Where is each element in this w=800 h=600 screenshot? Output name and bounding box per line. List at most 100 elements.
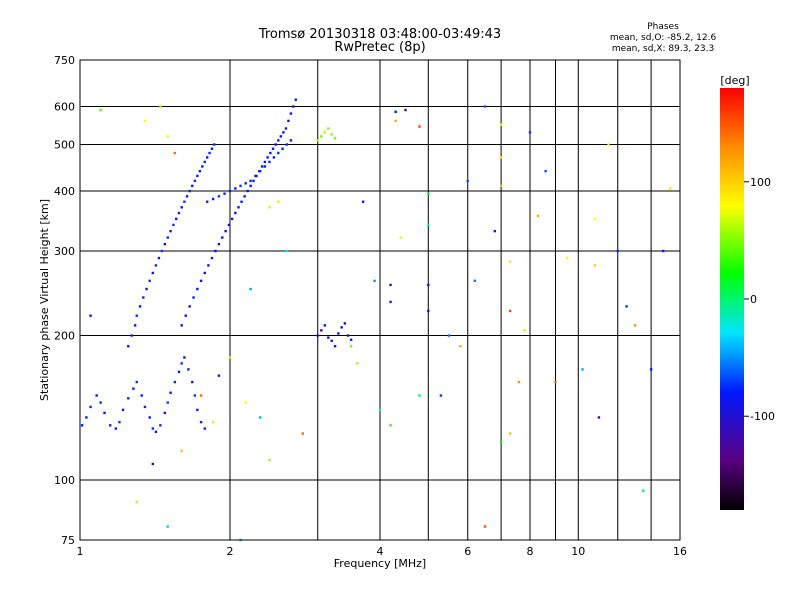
data-point <box>188 305 191 308</box>
data-point <box>191 184 194 188</box>
data-point <box>439 394 443 397</box>
data-point <box>499 440 503 444</box>
data-point <box>196 287 199 291</box>
chart-subtitle: RwPretec (8p) <box>334 40 426 55</box>
axis-ticks: 1 2 4 6 8 10 16 75 100 200 300 400 500 600 750 <box>54 54 687 558</box>
data-point <box>196 408 199 412</box>
data-point <box>254 174 257 178</box>
data-point <box>205 200 209 203</box>
data-point <box>224 229 227 233</box>
data-point <box>316 334 319 337</box>
data-point <box>121 408 125 412</box>
data-point <box>187 368 190 371</box>
data-point <box>394 110 397 113</box>
data-point <box>199 420 203 424</box>
data-point <box>284 127 288 130</box>
data-point <box>268 160 271 164</box>
colorbar-tick-label: -100 <box>750 410 775 423</box>
data-point <box>244 401 247 404</box>
data-point <box>361 200 365 203</box>
data-point <box>459 345 462 348</box>
data-point <box>263 160 267 164</box>
data-point <box>85 416 88 419</box>
data-point <box>234 187 237 190</box>
data-point <box>483 525 487 528</box>
data-point <box>554 380 557 384</box>
data-point <box>207 264 210 267</box>
data-point <box>227 223 231 227</box>
data-point <box>109 424 112 427</box>
data-point <box>159 424 162 427</box>
data-point <box>145 287 148 291</box>
data-point <box>266 156 269 159</box>
data-point <box>203 427 206 430</box>
stats-o-mode: mean, sd,O: -85.2, 12.6 <box>609 33 717 43</box>
data-point <box>249 179 252 183</box>
data-point <box>389 424 392 427</box>
data-point <box>159 105 162 108</box>
data-point <box>281 147 284 150</box>
data-point <box>593 264 597 267</box>
x-tick-label: 2 <box>227 545 234 558</box>
data-point <box>523 329 526 332</box>
data-point <box>274 143 277 146</box>
y-tick-label: 500 <box>54 139 75 152</box>
data-point <box>249 184 252 188</box>
data-point <box>89 405 92 409</box>
data-point <box>289 112 293 115</box>
data-point <box>234 211 237 215</box>
data-point <box>166 525 169 528</box>
data-point <box>355 362 359 365</box>
data-point <box>669 187 672 190</box>
data-point <box>244 182 247 185</box>
data-point <box>201 165 204 168</box>
data-point <box>163 411 167 415</box>
data-point <box>633 324 637 327</box>
data-point <box>148 279 151 283</box>
y-tick-label: 600 <box>54 101 75 114</box>
data-point <box>333 345 337 348</box>
data-point <box>447 334 451 337</box>
data-point <box>427 192 430 195</box>
colorbar-tick-label: 0 <box>750 293 757 306</box>
data-point <box>199 279 203 283</box>
data-point <box>282 131 285 134</box>
data-point <box>211 420 215 424</box>
data-point <box>499 156 503 159</box>
y-tick-label: 750 <box>54 54 75 67</box>
data-point <box>427 223 430 227</box>
data-point <box>154 264 158 267</box>
data-point <box>143 119 147 123</box>
data-point <box>173 151 177 155</box>
x-axis-label: Frequency [MHz] <box>334 557 426 570</box>
data-point <box>151 462 155 466</box>
data-point <box>249 287 252 291</box>
chart-title: Tromsø 20130318 03:48:00-03:49:43 <box>258 27 502 42</box>
data-point <box>135 380 138 384</box>
data-point <box>180 206 183 209</box>
data-point <box>95 394 98 397</box>
grid-lines <box>80 60 680 540</box>
data-point <box>188 189 191 193</box>
data-point <box>340 326 343 329</box>
data-point <box>285 249 288 253</box>
data-point <box>180 449 183 453</box>
data-point <box>252 179 255 183</box>
data-point <box>217 374 221 377</box>
x-tick-label: 10 <box>571 545 585 558</box>
data-point <box>203 160 206 164</box>
plot-frame <box>79 59 681 541</box>
data-point <box>221 236 224 239</box>
colorbar <box>720 88 744 510</box>
data-point <box>418 125 421 128</box>
colorbar-tick-label: 100 <box>750 176 771 189</box>
y-axis-label: Stationary phase Virtual Height [km] <box>38 199 51 401</box>
x-tick-label: 6 <box>464 545 471 558</box>
data-point <box>217 195 221 198</box>
data-point <box>427 283 430 287</box>
data-point <box>316 139 319 142</box>
data-point <box>180 324 183 327</box>
data-point <box>184 314 187 317</box>
data-point <box>135 314 138 317</box>
